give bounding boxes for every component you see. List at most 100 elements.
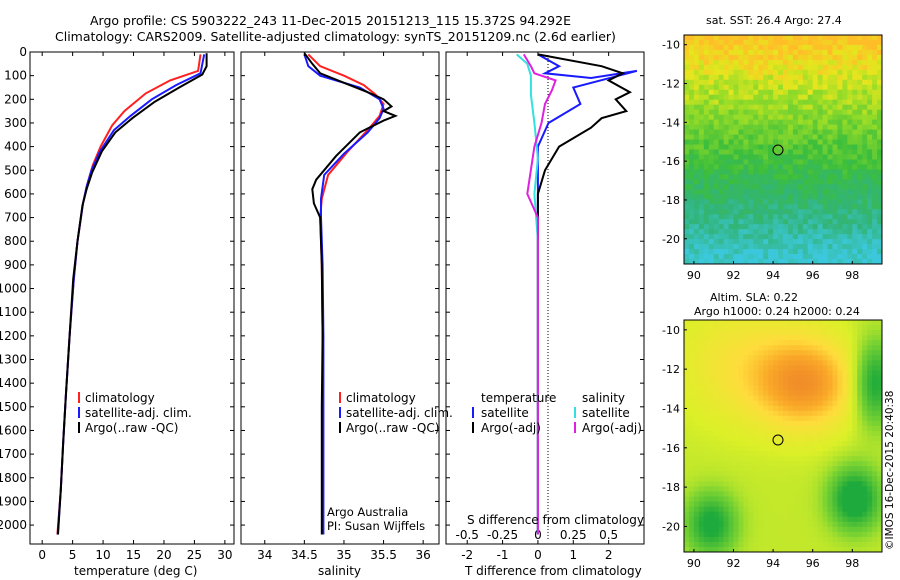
heatmap-cell xyxy=(857,471,863,477)
heatmap-cell xyxy=(778,54,784,61)
heatmap-cell xyxy=(787,546,794,553)
heatmap-cell xyxy=(728,491,734,498)
heatmap-cell xyxy=(812,49,819,56)
heatmap-cell xyxy=(698,355,705,361)
heatmap-cell xyxy=(684,425,690,432)
heatmap-cell xyxy=(758,511,764,518)
heatmap-cell xyxy=(872,219,878,225)
heatmap-cell xyxy=(768,189,774,195)
heatmap-cell xyxy=(783,149,789,155)
heatmap-cell xyxy=(783,481,789,487)
heatmap-cell xyxy=(713,234,720,240)
heatmap-cell xyxy=(708,104,715,111)
s-tick-label: 0.25 xyxy=(560,528,587,542)
heatmap-cell xyxy=(758,139,764,146)
heatmap-cell xyxy=(817,350,824,356)
heatmap-cell xyxy=(713,99,720,106)
heatmap-cell xyxy=(837,325,843,331)
heatmap-cell xyxy=(842,94,848,101)
heatmap-cell xyxy=(857,209,863,215)
heatmap-cell xyxy=(847,234,853,240)
heatmap-cell xyxy=(822,89,829,96)
heatmap-cell xyxy=(778,365,784,371)
heatmap-cell xyxy=(827,335,833,341)
heatmap-cell xyxy=(743,441,749,447)
heatmap-cell xyxy=(847,239,853,245)
heatmap-cell xyxy=(787,174,794,180)
heatmap-cell xyxy=(768,54,774,61)
heatmap-cell xyxy=(807,320,814,326)
heatmap-cell xyxy=(753,94,759,101)
heatmap-cell xyxy=(684,461,690,467)
heatmap-cell xyxy=(688,380,695,387)
heatmap-cell xyxy=(758,64,764,71)
heatmap-cell xyxy=(748,209,754,215)
heatmap-cell xyxy=(758,259,764,265)
heatmap-cell xyxy=(852,410,858,417)
heatmap-cell xyxy=(817,179,824,185)
heatmap-cell xyxy=(738,390,744,397)
heatmap-cell xyxy=(857,69,863,76)
heatmap-cell xyxy=(778,49,784,56)
heatmap-cell xyxy=(728,400,734,407)
heatmap-cell xyxy=(877,360,883,366)
heatmap-cell xyxy=(684,169,690,175)
heatmap-cell xyxy=(768,174,774,180)
heatmap-cell xyxy=(743,420,749,427)
heatmap-cell xyxy=(787,526,794,533)
heatmap-cell xyxy=(743,471,749,477)
heatmap-cell xyxy=(862,104,868,111)
heatmap-cell xyxy=(832,531,838,538)
heatmap-cell xyxy=(703,405,710,412)
heatmap-cell xyxy=(842,129,848,136)
heatmap-cell xyxy=(877,436,883,442)
heatmap-cell xyxy=(872,375,878,382)
heatmap-cell xyxy=(792,64,799,71)
heatmap-cell xyxy=(827,134,833,141)
heatmap-cell xyxy=(758,174,764,180)
heatmap-cell xyxy=(797,481,804,487)
heatmap-cell xyxy=(857,44,863,51)
heatmap-cell xyxy=(748,380,754,387)
heatmap-cell xyxy=(807,69,814,76)
heatmap-cell xyxy=(867,154,873,160)
heatmap-cell xyxy=(812,94,819,101)
heatmap-cell xyxy=(738,99,744,106)
heatmap-cell xyxy=(867,471,873,477)
heatmap-cell xyxy=(684,506,690,513)
heatmap-cell xyxy=(852,199,858,205)
heatmap-cell xyxy=(698,496,705,503)
heatmap-cell xyxy=(822,259,829,265)
heatmap-cell xyxy=(718,481,725,487)
heatmap-cell xyxy=(733,154,739,160)
heatmap-cell xyxy=(872,94,878,101)
heatmap-cell xyxy=(738,370,744,376)
heatmap-cell xyxy=(723,169,730,175)
heatmap-cell xyxy=(807,254,814,260)
heatmap-cell xyxy=(832,224,838,230)
heatmap-cell xyxy=(748,420,754,427)
heatmap-cell xyxy=(842,49,848,56)
heatmap-cell xyxy=(812,531,819,538)
heatmap-cell xyxy=(778,446,784,452)
heatmap-cell xyxy=(708,335,715,341)
heatmap-cell xyxy=(768,340,774,346)
heatmap-cell xyxy=(872,239,878,245)
heatmap-cell xyxy=(822,109,829,116)
legend-satellite-adj: satellite-adj. clim. xyxy=(346,406,453,420)
heatmap-cell xyxy=(688,164,695,170)
heatmap-cell xyxy=(688,94,695,101)
heatmap-cell xyxy=(797,224,804,230)
heatmap-cell xyxy=(753,410,759,417)
heatmap-cell xyxy=(723,149,730,155)
heatmap-cell xyxy=(723,415,730,422)
heatmap-cell xyxy=(768,481,774,487)
heatmap-cell xyxy=(817,59,824,66)
heatmap-cell xyxy=(733,89,739,96)
heatmap-cell xyxy=(817,214,824,220)
heatmap-cell xyxy=(723,44,730,51)
heatmap-cell xyxy=(797,254,804,260)
heatmap-cell xyxy=(728,405,734,412)
heatmap-cell xyxy=(703,229,710,235)
heatmap-cell xyxy=(708,254,715,260)
